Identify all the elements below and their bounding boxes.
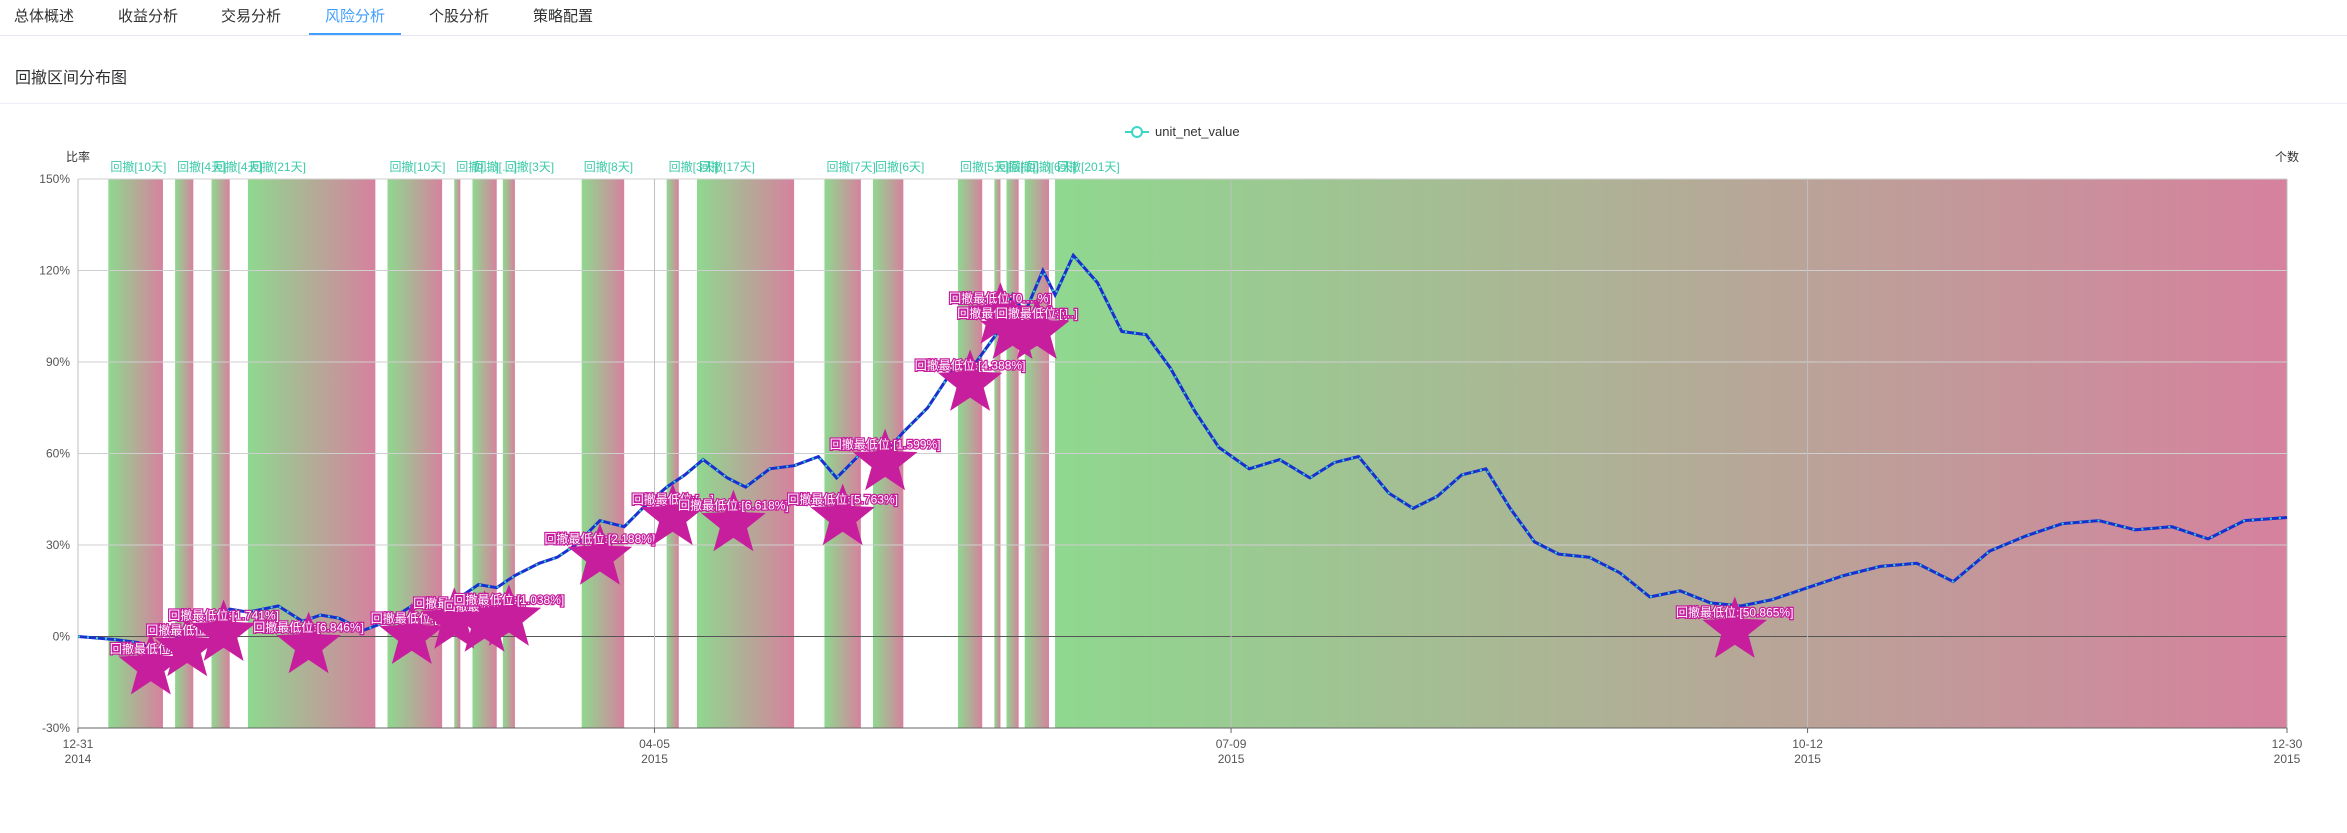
trough-marker [1702, 596, 1768, 658]
tab-stocks[interactable]: 个股分析 [429, 8, 490, 25]
band-label: 回撤[4天] [177, 159, 226, 174]
band-label: 回撤[17天] [699, 159, 755, 174]
tab-risk[interactable]: 风险分析 [309, 0, 402, 35]
trough-marker [701, 489, 766, 552]
trough-marker [968, 282, 1033, 344]
band-label: 回撤[…] [1009, 159, 1052, 174]
trough-marker [379, 602, 445, 664]
band-label: 回撤[…] [474, 159, 517, 174]
legend: unit_net_value [1125, 124, 1240, 139]
x-tick-label: 07-09 [1216, 737, 1247, 751]
panel-title: 回撤区间分布图 [15, 70, 128, 87]
trough-label: 回撤最低位:[…] [996, 306, 1078, 321]
band-label: 回撤[8天] [584, 159, 633, 174]
drawdown-chart: 回撤[10天] 回撤[4天]回撤[4天]回撤[21天] 回撤[10天] 回撤[…]回撤… [39, 124, 2303, 766]
trough-marker [452, 590, 517, 652]
band-label: 回撤[…] [456, 159, 499, 174]
trough-marker [276, 611, 341, 674]
series-dots [77, 253, 2288, 653]
y-tick-label: -30% [42, 721, 70, 735]
x-tick-year: 2015 [1794, 752, 1821, 766]
legend-marker [1131, 126, 1143, 138]
trough-label: 回撤最低位:[5.763%] [787, 492, 898, 507]
y-tick-label: 30% [46, 538, 70, 552]
trough-marker [118, 633, 184, 695]
band-label: 回撤[3天] [669, 159, 718, 174]
series [77, 252, 2288, 654]
trough-label: 回撤最低位:[0.…%] [949, 290, 1052, 305]
tab-trades[interactable]: 交易分析 [221, 8, 282, 25]
trough-label: 回撤最低位:[6.618%] [678, 498, 789, 513]
trough-marker [567, 523, 633, 585]
band-label: 回撤[7天] [826, 159, 875, 174]
band-label: 回撤[4天] [214, 159, 263, 174]
trough-marker [640, 483, 706, 546]
trough-marker [852, 428, 918, 491]
band-label: 回撤[5天] [960, 159, 1009, 174]
x-tick-label: 10-12 [1792, 737, 1823, 751]
trough-marker [476, 584, 542, 646]
y-tick-label: 120% [39, 264, 70, 278]
trough-marker [1004, 297, 1070, 359]
band-label: 回撤[10天] [110, 159, 166, 174]
x-tick-label: 12-30 [2272, 737, 2303, 751]
trough-marker [810, 483, 875, 546]
trough-label: 回撤最低位:[50.865%] [1676, 604, 1793, 619]
band-label: 回撤[…] [996, 159, 1039, 174]
band-label: 回撤[201天] [1057, 159, 1120, 174]
x-tick-label: 12-31 [63, 737, 94, 751]
y-tick-label: 60% [46, 447, 70, 461]
y-tick-label: 90% [46, 355, 70, 369]
trough-marker [191, 599, 256, 661]
trough-label: 回撤最低位:[…] [632, 492, 714, 507]
band-label: 回撤[6天] [875, 159, 924, 174]
trough-label: 回撤最低位:[6.846%] [253, 620, 364, 635]
band-label: 回撤[6天] [1027, 159, 1076, 174]
y-tick-label: 150% [39, 172, 70, 186]
divider [0, 103, 2347, 104]
legend-label: unit_net_value [1155, 124, 1240, 139]
trough-markers: 回撤最低位:[…]回撤最低位:[…]回撤最低位:[1.741%]回撤最低位:[6… [109, 282, 1795, 695]
y-axis-label-right: 个数 [2275, 149, 2299, 164]
x-tick-year: 2015 [641, 752, 668, 766]
tab-bar: 总体概述 收益分析 交易分析 风险分析 个股分析 策略配置 [0, 0, 2347, 36]
trough-label: 回撤最低位:[1.741%] [168, 607, 279, 622]
x-tick-year: 2014 [65, 752, 92, 766]
tab-strategy[interactable]: 策略配置 [533, 8, 594, 25]
axes: 12-31201404-05201507-09201510-12201512-3… [63, 149, 2303, 766]
x-tick-year: 2015 [2274, 752, 2301, 766]
x-tick-label: 04-05 [639, 737, 670, 751]
trough-label: 回撤最低位:[2.188%] [545, 531, 656, 546]
trough-label: 回撤最低位:[1.038%] [454, 592, 565, 607]
trough-marker [154, 614, 220, 677]
tab-returns[interactable]: 收益分析 [118, 8, 179, 25]
tab-overview[interactable]: 总体概述 [14, 8, 75, 25]
y-axis-label-left: 比率 [66, 149, 90, 164]
trough-label: 回撤最低位:[1.599%] [830, 437, 941, 452]
trough-label: 回撤最低位:[…] [413, 595, 495, 610]
x-tick-year: 2015 [1218, 752, 1245, 766]
trough-marker [980, 297, 1045, 359]
drawdown-bands: 回撤[10天] 回撤[4天]回撤[4天]回撤[21天] 回撤[10天] 回撤[…]回撤… [108, 159, 2287, 728]
trough-label: 回撤最低位:[4.388%] [915, 357, 1026, 372]
band-label: 回撤[3天] [505, 159, 554, 174]
y-tick-label: 0% [53, 630, 71, 644]
trough-marker [421, 587, 487, 649]
band-label: 回撤[10天] [390, 159, 446, 174]
trough-marker [937, 349, 1003, 411]
band-label: 回撤[21天] [250, 159, 306, 174]
